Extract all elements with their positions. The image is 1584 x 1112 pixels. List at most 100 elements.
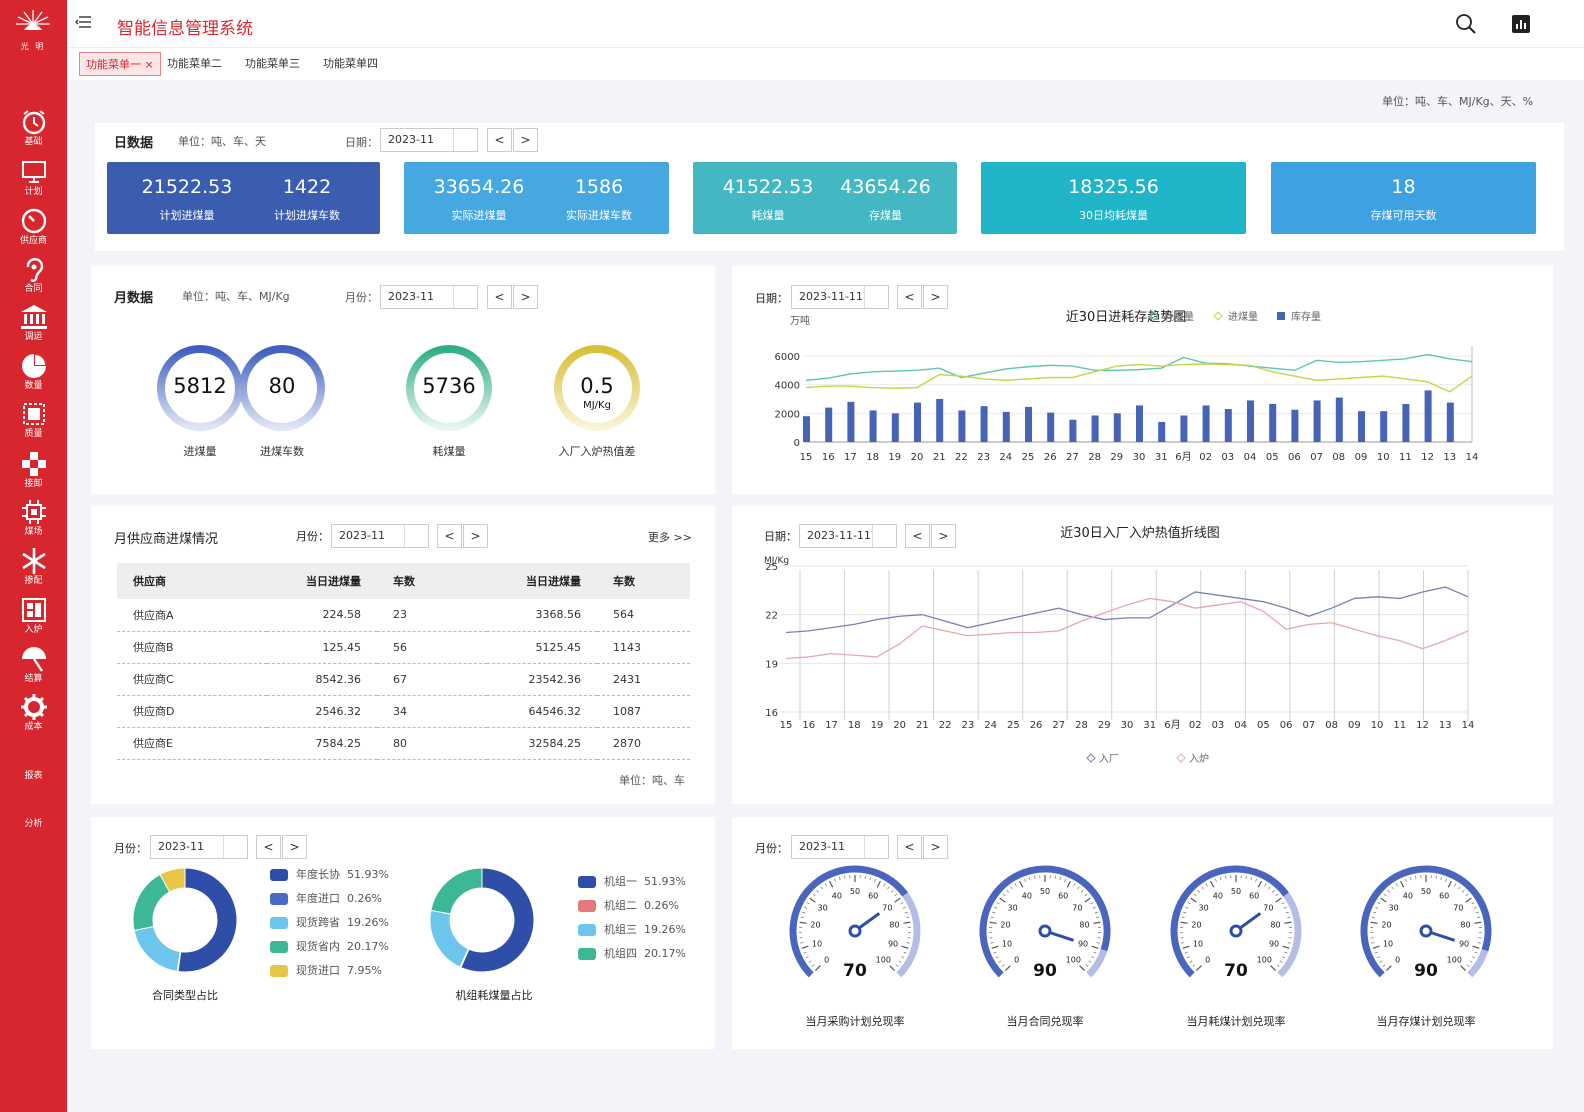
date-value: 2023-11 <box>388 290 434 303</box>
table-row[interactable]: 供应商C 8542.36 67 23542.36 2431 <box>117 663 690 696</box>
gauge-tick <box>869 877 871 881</box>
calendar-icon[interactable] <box>453 286 477 308</box>
sidebar-item-12[interactable]: 结算 <box>0 645 67 684</box>
gauge-hub <box>1229 924 1243 938</box>
gauge-tick <box>1284 921 1292 924</box>
calendar-icon[interactable] <box>864 836 888 858</box>
next-button[interactable]: > <box>931 524 956 548</box>
sidebar-item-9[interactable]: 煤场 <box>0 498 67 537</box>
table-row[interactable]: 供应商B 125.45 56 5125.45 1143 <box>117 631 690 664</box>
prev-button[interactable]: < <box>487 128 512 152</box>
logo-text: 光 明 <box>20 42 46 51</box>
next-button[interactable]: > <box>513 285 538 309</box>
monthly-date-input[interactable]: 2023-11 <box>380 285 478 309</box>
sidebar-item-15[interactable]: 分析 <box>0 818 67 829</box>
sidebar-item-10[interactable]: 掺配 <box>0 547 67 586</box>
gauge-tick <box>1387 889 1390 893</box>
close-icon[interactable]: × <box>144 58 154 71</box>
pie-slice <box>177 867 238 973</box>
gauge-tick <box>805 956 809 959</box>
gauge-tick <box>1454 883 1457 887</box>
table-row[interactable]: 供应商E 7584.25 80 32584.25 2870 <box>117 727 690 760</box>
prev-button[interactable]: < <box>256 835 281 859</box>
tick-label: 28 <box>1075 720 1088 731</box>
monthly-unit: 单位：吨、车、MJ/Kg <box>182 290 290 303</box>
table-row[interactable]: 供应商A 224.58 23 3368.56 564 <box>117 599 690 632</box>
gauge-tick <box>806 902 810 905</box>
sidebar-item-label: 成本 <box>24 722 43 732</box>
table-row[interactable]: 供应商D 2546.32 34 64546.32 1087 <box>117 695 690 728</box>
trend-date-input[interactable]: 2023-11-11 <box>791 285 889 309</box>
gauge-tick <box>1391 886 1394 890</box>
bar <box>1113 413 1121 442</box>
heat-date-input[interactable]: 2023-11-11 <box>799 524 897 548</box>
next-button[interactable]: > <box>463 524 488 548</box>
sidebar-item-7[interactable]: 质量 <box>0 400 67 439</box>
gauge-tick <box>1465 893 1469 897</box>
tick-label: 22 <box>765 611 778 622</box>
legend-item: 机组一 51.93% <box>578 873 686 889</box>
sidebar-item-1[interactable]: 基础 <box>0 108 67 147</box>
prev-button[interactable]: < <box>897 835 922 859</box>
table-cell: 1087 <box>597 695 690 728</box>
tick-label: 02 <box>1199 452 1212 463</box>
tab-menu-4[interactable]: 功能菜单四 <box>317 52 384 76</box>
tab-bar: 功能菜单一 × 功能菜单二 功能菜单三 功能菜单四 <box>67 47 1584 80</box>
kpi-value: 18 <box>1391 176 1416 198</box>
table-cell: 56 <box>377 631 487 664</box>
sidebar-item-13[interactable]: 成本 <box>0 693 67 732</box>
pie-date-input[interactable]: 2023-11 <box>150 835 248 859</box>
supplier-date-input[interactable]: 2023-11 <box>331 524 429 548</box>
table-cell: 8542.36 <box>267 663 377 696</box>
sidebar-item-14[interactable]: 报表 <box>0 770 67 781</box>
gauge-tick <box>900 902 904 905</box>
gauge-tick <box>889 965 896 972</box>
sidebar-item-11[interactable]: 入炉 <box>0 596 67 635</box>
gauge-tick <box>1006 889 1009 893</box>
next-button[interactable]: > <box>513 128 538 152</box>
calendar-icon[interactable] <box>223 836 247 858</box>
sidebar-item-4[interactable]: 合同 <box>0 255 67 294</box>
daily-date-input[interactable]: 2023-11 <box>380 128 478 152</box>
sidebar-item-5[interactable]: 调运 <box>0 303 67 342</box>
daily-title: 日数据 <box>114 136 154 151</box>
gauge-tick <box>1466 964 1470 967</box>
prev-button[interactable]: < <box>897 285 922 309</box>
bar-chart-icon[interactable] <box>1512 15 1530 33</box>
next-button[interactable]: > <box>923 285 948 309</box>
menu-toggle-icon[interactable] <box>75 15 91 29</box>
bar <box>1158 421 1166 442</box>
tab-menu-2[interactable]: 功能菜单二 <box>161 52 228 76</box>
tab-menu-3[interactable]: 功能菜单三 <box>239 52 306 76</box>
sidebar-item-6[interactable]: 数量 <box>0 352 67 391</box>
more-link[interactable]: 更多 >> <box>648 531 692 544</box>
next-button[interactable]: > <box>923 835 948 859</box>
sidebar-item-label: 调运 <box>24 332 43 342</box>
prev-button[interactable]: < <box>487 285 512 309</box>
calendar-icon[interactable] <box>404 525 428 547</box>
tab-menu-1[interactable]: 功能菜单一 × <box>79 52 161 76</box>
tick-label: 17 <box>825 720 838 731</box>
prev-button[interactable]: < <box>437 524 462 548</box>
calendar-icon[interactable] <box>864 286 888 308</box>
gauge-date-input[interactable]: 2023-11 <box>791 835 889 859</box>
tick-label: 21 <box>916 720 929 731</box>
prev-button[interactable]: < <box>905 524 930 548</box>
gauge-tick <box>800 942 804 944</box>
gauge-tick <box>1059 877 1061 881</box>
sidebar-item-8[interactable]: 接卸 <box>0 450 67 489</box>
calendar-icon[interactable] <box>453 129 477 151</box>
tick-label: 25 <box>1022 452 1035 463</box>
calendar-icon[interactable] <box>872 525 896 547</box>
series-line <box>785 597 1469 660</box>
tick-label: 12 <box>1416 720 1429 731</box>
gauge-tick <box>1205 883 1208 887</box>
next-button[interactable]: > <box>282 835 307 859</box>
sidebar-item-3[interactable]: 供应商 <box>0 207 67 246</box>
sidebar-item-2[interactable]: 计划 <box>0 158 67 197</box>
search-icon[interactable] <box>1455 13 1477 35</box>
layout-icon <box>21 598 46 622</box>
gauge-tick <box>1245 875 1247 879</box>
kpi-value: 1422 <box>282 176 332 198</box>
